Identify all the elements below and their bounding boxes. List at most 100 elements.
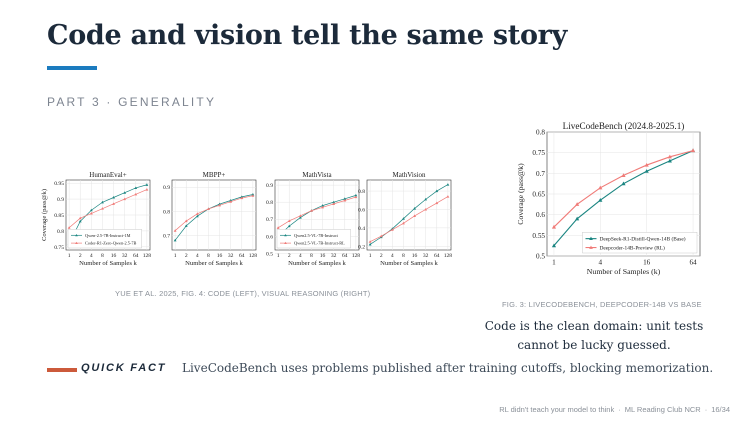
- data-point: [621, 181, 626, 186]
- y-tick-label: 0.8: [358, 189, 365, 195]
- right-figure-caption: FIG. 3: LIVECODEBENCH, DEEPCODER-14B VS …: [502, 300, 702, 309]
- y-tick-label: 0.95: [54, 181, 64, 187]
- quick-fact-label: QUICK FACT: [81, 362, 167, 374]
- data-point: [173, 238, 177, 242]
- y-tick-label: 0.9: [163, 185, 170, 191]
- series-line: [277, 195, 356, 237]
- series-line: [553, 150, 694, 228]
- x-tick-label: 8: [310, 253, 313, 259]
- data-point: [321, 205, 324, 209]
- footer-page: 16/34: [711, 405, 730, 414]
- title-underline: [47, 66, 97, 70]
- chart-title: LiveCodeBench (2024.8-2025.1): [563, 121, 685, 131]
- x-tick-label: 64: [689, 259, 697, 267]
- legend-box: [276, 229, 351, 249]
- x-tick-label: 64: [239, 253, 245, 259]
- data-point: [287, 219, 291, 223]
- x-tick-label: 4: [599, 259, 603, 267]
- data-point: [229, 200, 233, 203]
- series-line: [369, 184, 449, 245]
- y-tick-label: 0.65: [532, 191, 545, 199]
- footer-separator: ·: [704, 405, 708, 414]
- livecodebench-chart: 0.5 0.55 0.6 0.65 0.7 0.75 0.8 1 4 16 64 LiveCodeBe…: [516, 121, 701, 276]
- chart-title: MathVista: [302, 171, 332, 179]
- data-point: [390, 228, 394, 231]
- data-point: [413, 207, 416, 210]
- x-tick-label: 16: [412, 253, 418, 259]
- legend-label: DeepSeek-R1-Distill-Qwen-14B (Base): [600, 236, 686, 243]
- x-tick-label: 2: [185, 253, 188, 259]
- x-tick-label: 8: [402, 253, 405, 259]
- data-point: [112, 196, 115, 199]
- footer-club: ML Reading Club NCR: [624, 405, 701, 414]
- data-point: [368, 240, 372, 243]
- data-point: [589, 245, 593, 249]
- chart-title: HumanEval+: [89, 171, 126, 179]
- data-point: [298, 214, 302, 217]
- data-point: [67, 226, 71, 229]
- x-tick-label: 2: [380, 253, 383, 259]
- data-point: [575, 202, 580, 206]
- data-point: [207, 207, 210, 211]
- data-point: [112, 202, 115, 205]
- x-tick-label: 128: [143, 253, 152, 259]
- left-figure-caption: YUE ET AL. 2025, FIG. 4: CODE (LEFT), VI…: [115, 289, 371, 298]
- series-line: [68, 184, 147, 244]
- x-tick-label: 32: [331, 253, 337, 259]
- data-point: [435, 189, 439, 193]
- y-tick-label: 0.5: [266, 251, 273, 257]
- series-line: [174, 194, 253, 241]
- data-point: [575, 216, 580, 221]
- data-point: [134, 186, 138, 190]
- x-tick-label: 128: [249, 253, 258, 259]
- series-line: [174, 195, 253, 231]
- x-tick-label: 128: [352, 253, 361, 259]
- data-point: [173, 229, 177, 232]
- data-point: [402, 217, 405, 220]
- data-point: [589, 236, 593, 241]
- x-tick-label: 16: [111, 253, 117, 259]
- y-tick-label: 0.8: [536, 129, 545, 137]
- x-axis-label: Number of Samples (k): [587, 267, 661, 276]
- data-point: [75, 233, 78, 237]
- y-tick-label: 0.75: [54, 245, 64, 251]
- data-point: [276, 226, 280, 229]
- footer-separator: ·: [618, 405, 621, 414]
- data-point: [287, 224, 291, 228]
- series-line: [369, 196, 449, 243]
- y-tick-label: 0.8: [57, 229, 64, 235]
- x-tick-label: 8: [101, 253, 104, 259]
- data-point: [644, 169, 649, 173]
- x-tick-label: 1: [369, 253, 372, 259]
- x-tick-label: 1: [174, 253, 177, 259]
- legend-box: [582, 231, 698, 254]
- slide-title: Code and vision tell the same story: [47, 20, 567, 51]
- data-point: [413, 214, 416, 217]
- x-tick-label: 1: [68, 253, 71, 259]
- y-tick-label: 0.4: [358, 226, 365, 232]
- data-point: [145, 183, 149, 186]
- x-tick-label: 1: [277, 253, 280, 259]
- data-point: [690, 148, 696, 153]
- x-tick-label: 32: [122, 253, 128, 259]
- legend-label: Deepcoder-14B-Preview (RL): [600, 244, 666, 251]
- data-point: [551, 224, 557, 229]
- quick-fact-bar: [47, 368, 77, 372]
- plot-frame: [366, 179, 452, 251]
- series-line: [553, 150, 694, 247]
- x-tick-label: 4: [391, 253, 394, 259]
- data-point: [284, 241, 287, 245]
- data-point: [446, 195, 450, 198]
- data-point: [89, 211, 93, 215]
- data-point: [551, 243, 557, 248]
- data-point: [667, 158, 672, 163]
- y-tick-label: 0.7: [266, 217, 273, 223]
- x-axis-label: Number of Samples k: [185, 260, 243, 267]
- chart-title: MBPP+: [203, 171, 226, 179]
- data-point: [424, 207, 428, 211]
- y-tick-label: 0.75: [532, 149, 545, 157]
- data-point: [184, 224, 188, 227]
- quick-fact-text: LiveCodeBench uses problems published af…: [182, 361, 714, 375]
- section-label: PART 3 · GENERALITY: [47, 95, 217, 109]
- x-tick-label: 64: [434, 253, 440, 259]
